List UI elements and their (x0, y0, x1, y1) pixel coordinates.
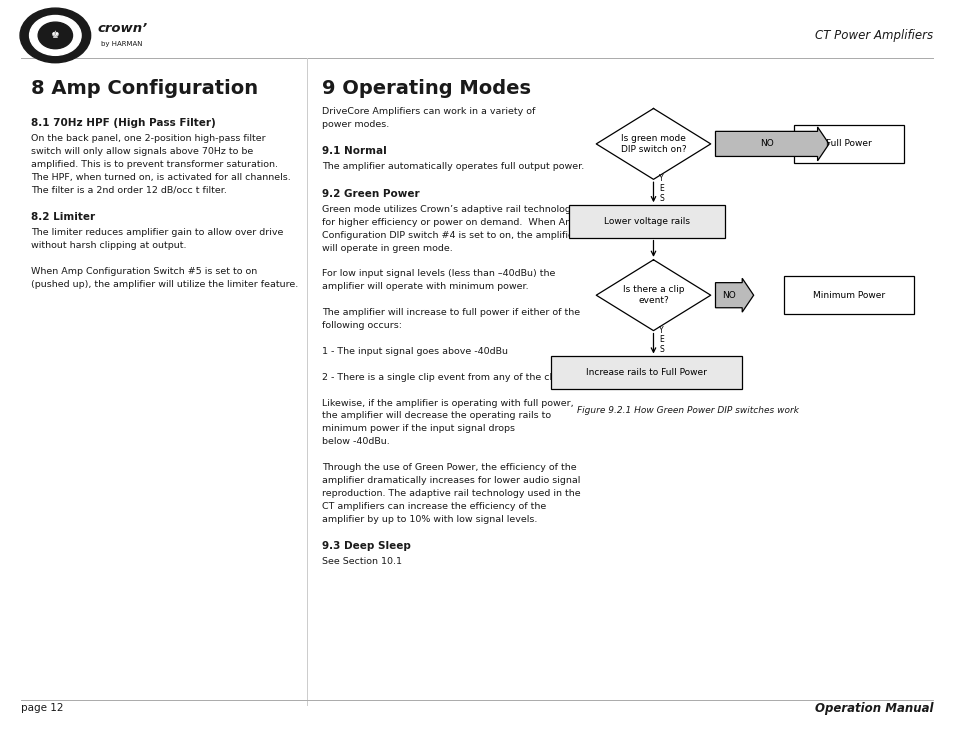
Text: 2 - There is a single clip event from any of the channels: 2 - There is a single clip event from an… (322, 373, 587, 382)
Text: Operation Manual: Operation Manual (814, 702, 932, 715)
Circle shape (20, 8, 91, 63)
Text: 8 Amp Configuration: 8 Amp Configuration (31, 79, 258, 98)
Polygon shape (715, 278, 753, 312)
Text: The amplifier will increase to full power if either of the: The amplifier will increase to full powe… (322, 308, 580, 317)
Text: (pushed up), the amplifier will utilize the limiter feature.: (pushed up), the amplifier will utilize … (31, 280, 298, 289)
Text: 9.1 Normal: 9.1 Normal (322, 146, 387, 156)
Text: Green mode utilizes Crown’s adaptive rail technology: Green mode utilizes Crown’s adaptive rai… (322, 204, 577, 214)
Text: will operate in green mode.: will operate in green mode. (322, 244, 453, 252)
Text: The limiter reduces amplifier gain to allow over drive: The limiter reduces amplifier gain to al… (31, 228, 284, 238)
Text: 9 Operating Modes: 9 Operating Modes (322, 79, 531, 98)
Text: See Section 10.1: See Section 10.1 (322, 557, 402, 566)
Text: amplifier will operate with minimum power.: amplifier will operate with minimum powe… (322, 282, 529, 292)
Text: DriveCore Amplifiers can work in a variety of: DriveCore Amplifiers can work in a varie… (322, 107, 536, 116)
Text: amplifier by up to 10% with low signal levels.: amplifier by up to 10% with low signal l… (322, 514, 537, 524)
Text: Is there a clip
event?: Is there a clip event? (622, 285, 683, 306)
Text: the amplifier will decrease the operating rails to: the amplifier will decrease the operatin… (322, 411, 551, 421)
Text: crown’: crown’ (97, 21, 148, 35)
Circle shape (30, 15, 81, 55)
Text: Minimum Power: Minimum Power (812, 291, 884, 300)
Text: Lower voltage rails: Lower voltage rails (603, 217, 689, 226)
Text: Configuration DIP switch #4 is set to on, the amplifier: Configuration DIP switch #4 is set to on… (322, 230, 578, 240)
Text: NO: NO (759, 139, 773, 148)
Text: 8.1 70Hz HPF (High Pass Filter): 8.1 70Hz HPF (High Pass Filter) (31, 118, 216, 128)
FancyBboxPatch shape (793, 125, 903, 163)
Text: CT Power Amplifiers: CT Power Amplifiers (814, 29, 932, 42)
Text: CT amplifiers can increase the efficiency of the: CT amplifiers can increase the efficienc… (322, 502, 546, 511)
Text: amplified. This is to prevent transformer saturation.: amplified. This is to prevent transforme… (31, 160, 278, 169)
Text: Likewise, if the amplifier is operating with full power,: Likewise, if the amplifier is operating … (322, 399, 574, 407)
Text: 8.2 Limiter: 8.2 Limiter (31, 213, 95, 222)
FancyBboxPatch shape (551, 356, 741, 389)
Text: NO: NO (721, 291, 735, 300)
Text: The HPF, when turned on, is activated for all channels.: The HPF, when turned on, is activated fo… (31, 173, 291, 182)
Text: On the back panel, one 2-position high-pass filter: On the back panel, one 2-position high-p… (31, 134, 266, 143)
Text: Full Power: Full Power (825, 139, 871, 148)
Text: by HARMAN: by HARMAN (101, 41, 143, 47)
Text: For low input signal levels (less than –40dBu) the: For low input signal levels (less than –… (322, 269, 556, 278)
Text: Increase rails to Full Power: Increase rails to Full Power (586, 368, 706, 377)
Text: without harsh clipping at output.: without harsh clipping at output. (31, 241, 187, 250)
Polygon shape (715, 127, 828, 161)
Text: Y
E
S: Y E S (659, 325, 663, 354)
Text: The filter is a 2nd order 12 dB/occ t filter.: The filter is a 2nd order 12 dB/occ t fi… (31, 186, 227, 195)
Text: When Amp Configuration Switch #5 is set to on: When Amp Configuration Switch #5 is set … (31, 267, 257, 276)
Text: minimum power if the input signal drops: minimum power if the input signal drops (322, 424, 515, 433)
Text: Figure 9.2.1 How Green Power DIP switches work: Figure 9.2.1 How Green Power DIP switche… (577, 406, 799, 415)
FancyBboxPatch shape (783, 276, 913, 314)
Text: Through the use of Green Power, the efficiency of the: Through the use of Green Power, the effi… (322, 463, 577, 472)
Text: amplifier dramatically increases for lower audio signal: amplifier dramatically increases for low… (322, 476, 580, 485)
FancyBboxPatch shape (568, 205, 724, 238)
Text: power modes.: power modes. (322, 120, 389, 129)
Text: switch will only allow signals above 70Hz to be: switch will only allow signals above 70H… (31, 148, 253, 156)
Text: for higher efficiency or power on demand.  When Amp: for higher efficiency or power on demand… (322, 218, 580, 227)
Text: below -40dBu.: below -40dBu. (322, 437, 390, 446)
Text: ♚: ♚ (51, 30, 60, 40)
Text: Y
E
S: Y E S (659, 174, 663, 203)
Text: The amplifier automatically operates full output power.: The amplifier automatically operates ful… (322, 162, 584, 171)
Circle shape (38, 22, 72, 49)
Text: following occurs:: following occurs: (322, 321, 402, 330)
Text: 9.2 Green Power: 9.2 Green Power (322, 188, 419, 199)
Text: page 12: page 12 (21, 703, 64, 714)
Text: Is green mode
DIP switch on?: Is green mode DIP switch on? (620, 134, 685, 154)
Text: reproduction. The adaptive rail technology used in the: reproduction. The adaptive rail technolo… (322, 489, 580, 498)
Text: 1 - The input signal goes above -40dBu: 1 - The input signal goes above -40dBu (322, 347, 508, 356)
Text: 9.3 Deep Sleep: 9.3 Deep Sleep (322, 541, 411, 551)
